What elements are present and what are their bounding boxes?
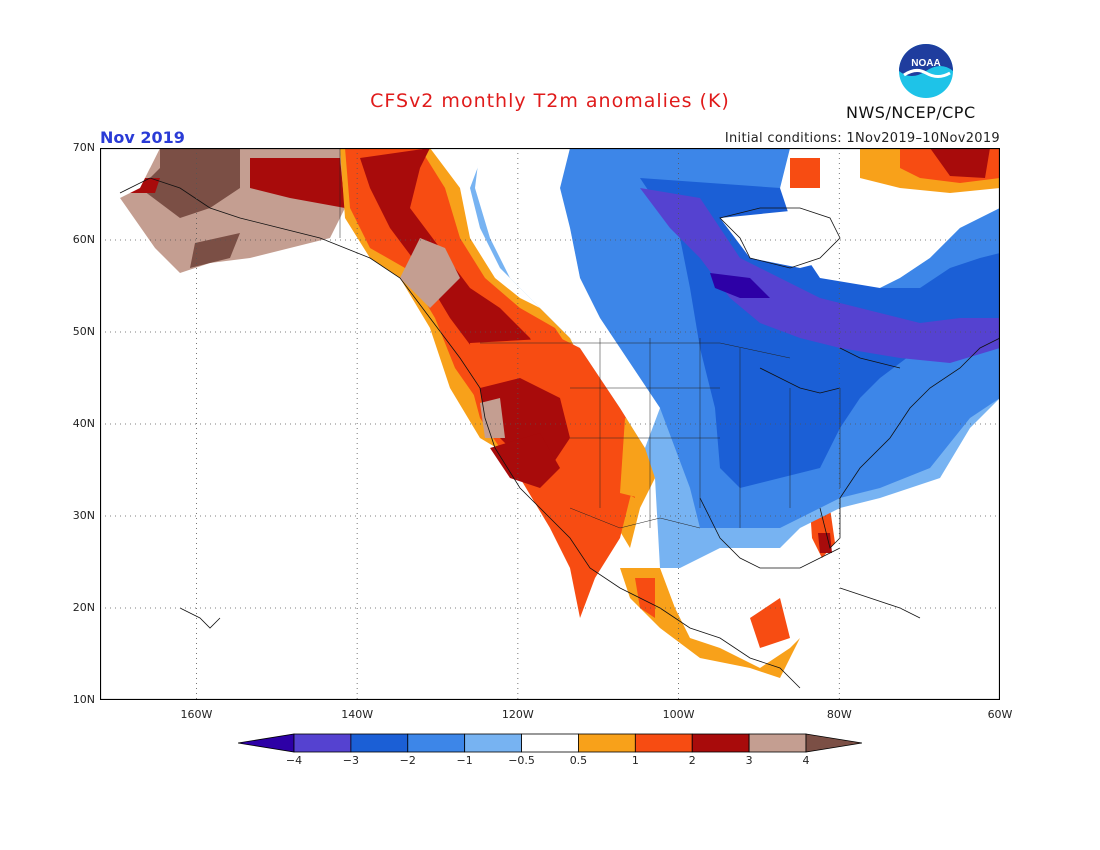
lon-label: 80W (826, 708, 852, 721)
colorbar-label: −2 (399, 754, 416, 767)
lat-label: 50N (72, 325, 95, 338)
anomaly-field (100, 148, 1000, 678)
lon-label: 60W (987, 708, 1013, 721)
colorbar-segment (521, 733, 579, 753)
noaa-logo-icon: NOAA (896, 43, 956, 99)
colorbar-segment (293, 733, 352, 753)
lon-label: 100W (662, 708, 695, 721)
lat-label: 10N (72, 693, 95, 706)
colorbar-label: −0.5 (508, 754, 535, 767)
colorbar-segment (407, 733, 466, 753)
colorbar-low-arrow (237, 733, 295, 753)
colorbar-label: 1 (631, 754, 639, 767)
colorbar-segment (350, 733, 409, 753)
lat-label: 30N (72, 509, 95, 522)
colorbar-label: 4 (802, 754, 810, 767)
lat-label: 70N (72, 141, 95, 154)
colorbar-label: −4 (285, 754, 303, 767)
colorbar-label: 3 (745, 754, 753, 767)
borders (339, 148, 841, 529)
lat-label: 40N (72, 417, 95, 430)
colorbar-high-arrow (805, 733, 863, 753)
lon-label: 140W (341, 708, 374, 721)
colorbar-label: 0.5 (569, 754, 588, 767)
coastlines (119, 177, 1000, 689)
colorbar-segment (634, 733, 693, 753)
colorbar (237, 733, 863, 753)
colorbar-segment (691, 733, 750, 753)
agency-label: NWS/NCEP/CPC (846, 103, 976, 122)
logo-text: NOAA (911, 58, 940, 69)
month-label: Nov 2019 (100, 128, 185, 147)
colorbar-segment (578, 733, 636, 753)
initial-conditions: Initial conditions: 1Nov2019–10Nov2019 (724, 131, 1000, 146)
lat-label: 60N (72, 233, 95, 246)
lat-label: 20N (72, 601, 95, 614)
colorbar-label: −3 (342, 754, 359, 767)
colorbar-label: −1 (456, 754, 473, 767)
map-title: CFSv2 monthly T2m anomalies (K) (370, 90, 730, 112)
colorbar-segment (464, 733, 522, 753)
lon-label: 160W (180, 708, 213, 721)
colorbar-label: 2 (688, 754, 696, 767)
lon-label: 120W (501, 708, 534, 721)
anomaly-map (100, 148, 1000, 700)
colorbar-segment (748, 733, 807, 753)
gridlines (100, 148, 1000, 700)
